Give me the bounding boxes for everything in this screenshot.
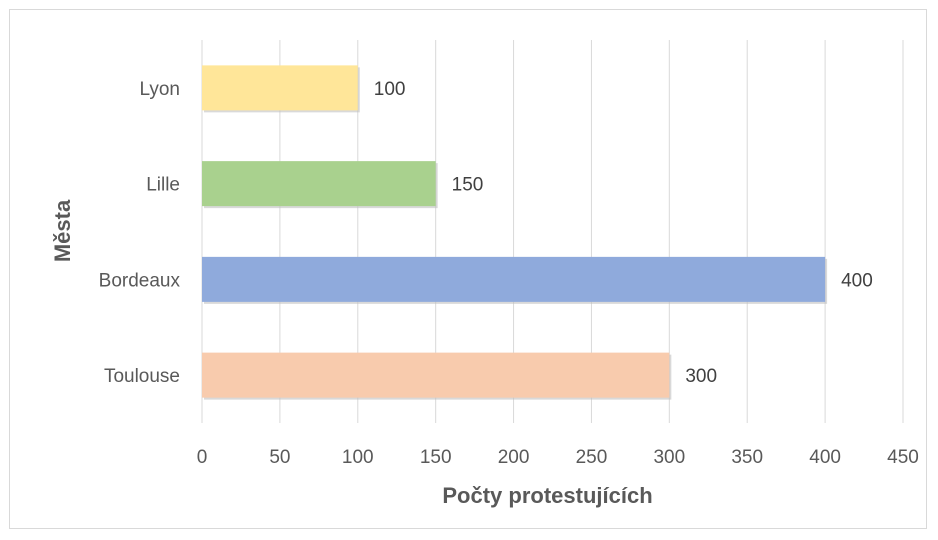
category-labels: Lyon Lille Bordeaux Toulouse	[99, 79, 181, 387]
x-tick-label: 400	[809, 447, 841, 468]
bar-toulouse	[202, 352, 670, 398]
x-tick-label: 100	[342, 447, 374, 468]
x-tick-label: 450	[887, 447, 919, 468]
category-label: Bordeaux	[99, 270, 181, 291]
x-tick-label: 250	[576, 447, 608, 468]
x-tick-labels: 0 50 100 150 200 250 300 350 400 450	[197, 447, 919, 468]
x-axis-title: Počty protestujících	[442, 483, 652, 508]
data-label: 150	[452, 175, 484, 196]
x-tick-label: 0	[197, 447, 208, 468]
data-label: 100	[374, 79, 406, 100]
data-labels: 100 150 400 300	[374, 79, 873, 387]
bar-lille	[202, 161, 436, 207]
x-tick-label: 200	[498, 447, 530, 468]
data-label: 400	[841, 270, 873, 291]
x-tick-label: 350	[731, 447, 763, 468]
category-label: Lille	[146, 175, 180, 196]
bar-lyon	[202, 65, 358, 111]
y-axis-title: Města	[50, 199, 75, 262]
category-label: Toulouse	[104, 366, 180, 387]
x-tick-label: 300	[653, 447, 685, 468]
data-label: 300	[685, 366, 717, 387]
bar-bordeaux	[202, 256, 826, 302]
bars	[202, 65, 828, 400]
category-label: Lyon	[140, 79, 181, 100]
x-tick-label: 50	[269, 447, 290, 468]
x-tick-label: 150	[420, 447, 452, 468]
